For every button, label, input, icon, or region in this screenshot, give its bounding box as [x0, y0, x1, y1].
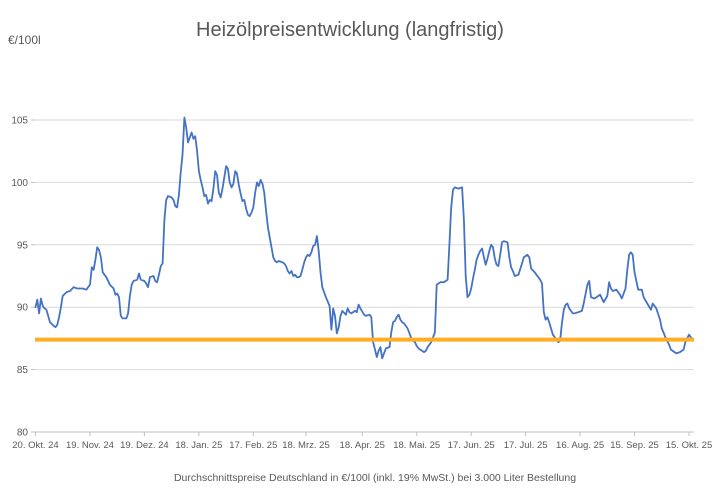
x-axis-label: 18. Jan. 25 [175, 440, 222, 451]
x-axis-label: 16. Aug. 25 [556, 440, 604, 451]
price-line [34, 116, 694, 360]
x-axis-label: 18. Mai. 25 [393, 440, 440, 451]
x-axis-label: 17. Jul. 25 [504, 440, 548, 451]
gridlines [31, 119, 694, 433]
x-axis-label: 18. Mrz. 25 [282, 440, 330, 451]
axes [35, 432, 690, 436]
y-axis-label: 90 [17, 303, 29, 314]
price-series [34, 116, 694, 360]
x-axis-label: 19. Dez. 24 [120, 440, 169, 451]
y-axis-label: 100 [11, 178, 28, 189]
x-axis-label: 15. Okt. 25 [666, 440, 712, 451]
x-axis-label: 17. Jun. 25 [448, 440, 495, 451]
x-axis-label: 18. Apr. 25 [340, 440, 385, 451]
y-axis-unit-label: €/100l [8, 33, 41, 47]
footer-note: Durchschnittspreise Deutschland in €/100… [174, 472, 576, 484]
axis-labels: 80 85 90 95 100 105 20. Okt. 24 19. Nov. 24 19. … [11, 116, 712, 452]
y-axis-label: 85 [17, 365, 29, 376]
y-axis-label: 80 [17, 428, 29, 439]
y-axis-label: 105 [11, 116, 28, 127]
x-axis-label: 17. Feb. 25 [229, 440, 277, 451]
x-axis-label: 15. Sep. 25 [610, 440, 659, 451]
x-axis-label: 19. Nov. 24 [66, 440, 114, 451]
chart-title: Heizölpreisentwicklung (langfristig) [196, 19, 504, 41]
y-axis-label: 95 [17, 240, 29, 251]
x-axis-label: 20. Okt. 24 [12, 440, 58, 451]
